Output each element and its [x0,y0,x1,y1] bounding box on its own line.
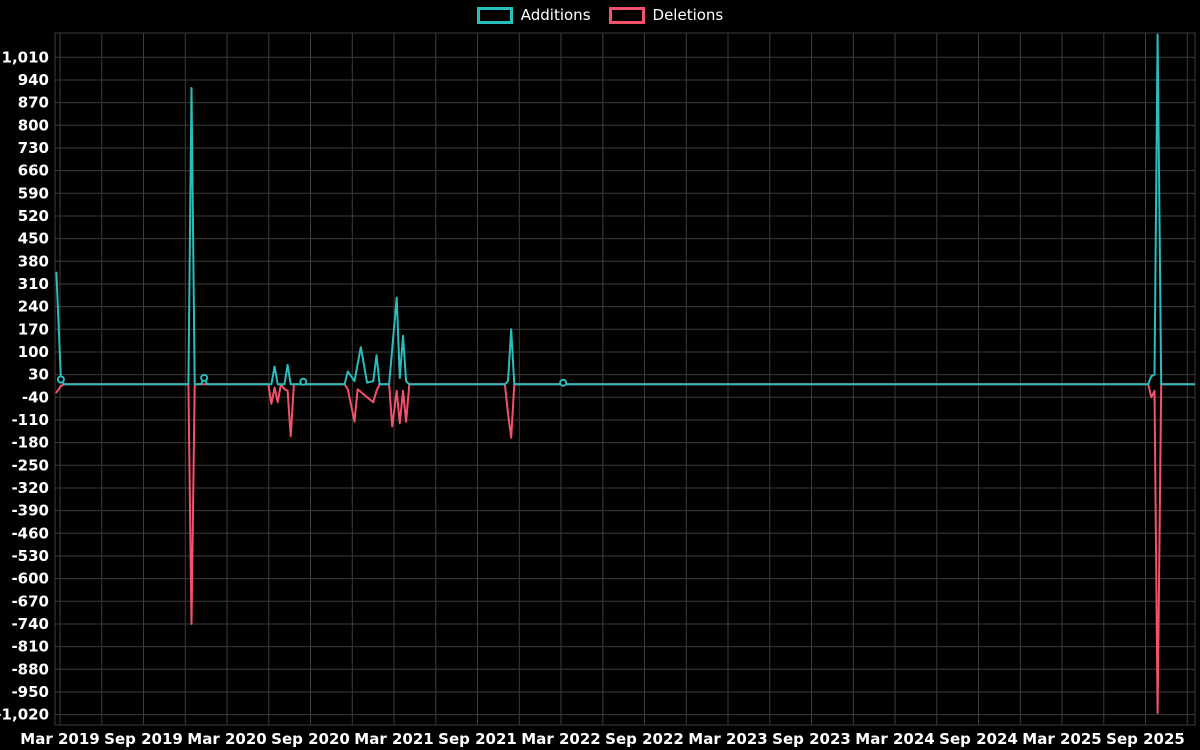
y-tick-label: -40 [22,388,49,406]
y-tick-label: 800 [18,116,49,134]
y-tick-label: -600 [11,570,49,588]
y-tick-label: -740 [11,615,49,633]
y-tick-label: 30 [28,366,49,384]
x-tick-label: Mar 2021 [354,730,433,748]
x-tick-label: Sep 2019 [104,730,183,748]
point-marker [299,377,308,386]
y-tick-label: 450 [18,230,49,248]
y-tick-label: 660 [18,162,49,180]
y-tick-label: 590 [18,184,49,202]
y-tick-label: -950 [11,683,49,701]
y-tick-label: 940 [18,71,49,89]
y-tick-label: -670 [11,592,49,610]
deletions-line [55,383,1195,714]
legend-item-additions[interactable]: Additions [476,6,591,24]
y-tick-label: 240 [18,298,49,316]
x-tick-label: Mar 2019 [20,730,99,748]
deletions-swatch-icon [608,7,645,24]
y-tick-label: -110 [11,411,49,429]
x-tick-label: Sep 2020 [271,730,350,748]
x-tick-label: Mar 2022 [521,730,600,748]
y-tick-label: 520 [18,207,49,225]
x-tick-label: Sep 2024 [939,730,1018,748]
y-tick-label: 1,010 [2,48,49,66]
y-tick-label: -530 [11,547,49,565]
y-tick-label: 380 [18,252,49,270]
plot-border [54,32,1196,726]
y-tick-label: 170 [18,320,49,338]
y-tick-label: -1,020 [0,706,49,724]
x-tick-label: Mar 2025 [1022,730,1101,748]
legend-label-deletions: Deletions [652,6,724,24]
point-marker [56,375,65,384]
additions-swatch-icon [476,7,513,24]
additions-line [55,33,1195,386]
y-tick-label: 730 [18,139,49,157]
x-tick-label: Mar 2020 [187,730,266,748]
legend-item-deletions[interactable]: Deletions [608,6,724,24]
y-tick-label: -390 [11,502,49,520]
y-tick-label: -810 [11,638,49,656]
legend-label-additions: Additions [520,6,591,24]
x-tick-label: Sep 2022 [605,730,684,748]
point-marker [200,373,209,382]
y-tick-label: -880 [11,660,49,678]
y-tick-label: -250 [11,456,49,474]
point-marker [559,378,568,387]
y-tick-label: -180 [11,434,49,452]
y-tick-label: -460 [11,524,49,542]
x-tick-label: Mar 2024 [855,730,934,748]
x-tick-label: Sep 2025 [1106,730,1185,748]
x-tick-label: Mar 2023 [688,730,767,748]
x-tick-label: Sep 2021 [438,730,517,748]
y-tick-label: 100 [18,343,49,361]
y-tick-label: 870 [18,94,49,112]
chart-legend: Additions Deletions [0,7,1200,24]
x-tick-label: Sep 2023 [772,730,851,748]
y-tick-label: 310 [18,275,49,293]
y-tick-label: -320 [11,479,49,497]
